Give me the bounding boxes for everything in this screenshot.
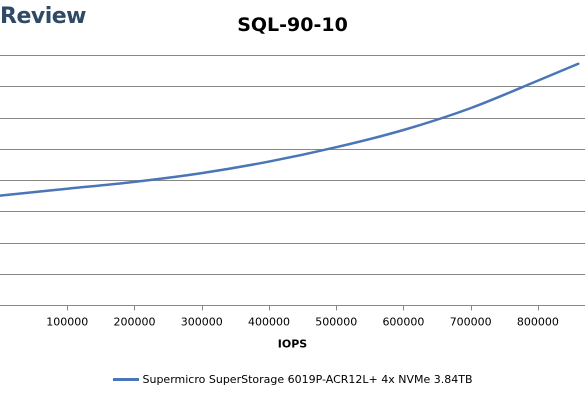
x-tick-label: 600000 xyxy=(382,316,424,329)
brand-logo-text: Review xyxy=(0,4,87,29)
chart-title: SQL-90-10 xyxy=(237,14,348,36)
legend: Supermicro SuperStorage 6019P-ACR12L+ 4x… xyxy=(0,373,585,386)
x-tick-label: 500000 xyxy=(315,316,357,329)
x-axis-label: IOPS xyxy=(278,338,308,351)
x-tick-label: 800000 xyxy=(517,316,559,329)
legend-swatch xyxy=(112,377,139,381)
x-tick-label: 200000 xyxy=(113,316,155,329)
x-tick-label: 100000 xyxy=(46,316,88,329)
x-tick-labels: 100000 200000 300000 400000 500000 600000 7000… xyxy=(46,316,559,329)
gridlines xyxy=(0,55,585,306)
x-tick-label: 700000 xyxy=(450,316,492,329)
legend-label: Supermicro SuperStorage 6019P-ACR12L+ 4x… xyxy=(142,373,473,386)
series-group xyxy=(0,62,580,197)
series-line xyxy=(0,62,580,197)
x-tick-label: 400000 xyxy=(248,316,290,329)
x-tick-label: 300000 xyxy=(181,316,223,329)
axes xyxy=(0,305,585,311)
